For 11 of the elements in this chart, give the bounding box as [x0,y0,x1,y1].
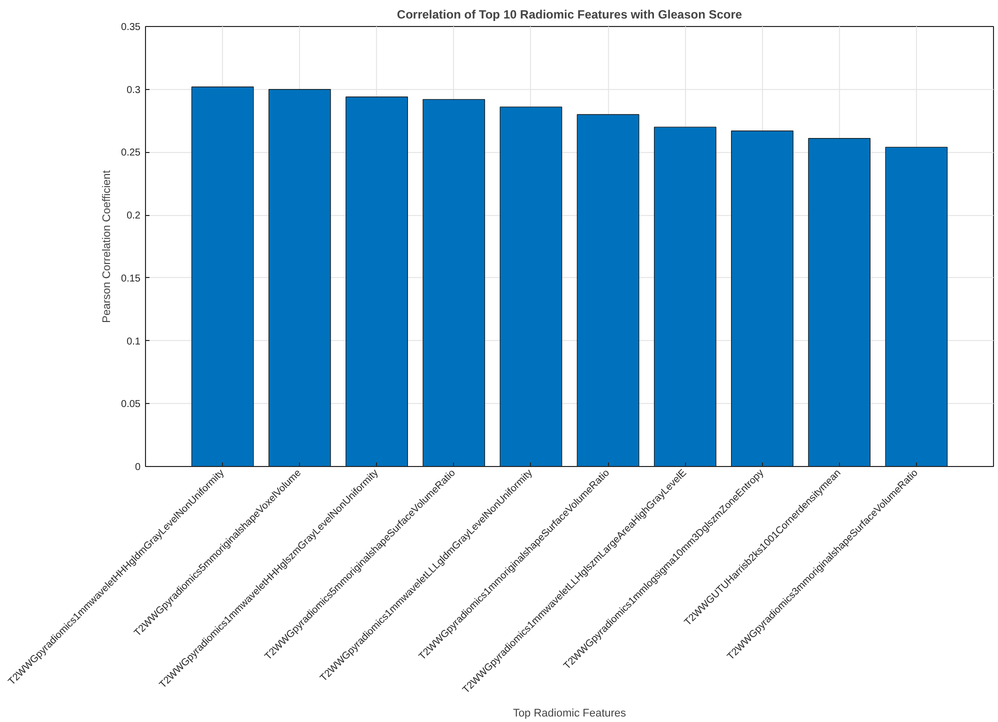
chart-title: Correlation of Top 10 Radiomic Features with Gleason Score [396,8,742,22]
y-tick-label: 0.2 [126,210,141,222]
y-tick-label: 0 [134,462,141,473]
y-tick-label: 0.25 [121,148,141,159]
x-axis-title: Top Radiomic Features [512,708,627,720]
y-tick-label: 0.3 [126,84,141,96]
y-tick-label: 0.1 [126,336,141,348]
y-tick-label: 0.05 [121,399,141,410]
y-axis-title: Pearson Correlation Coefficient [101,170,114,323]
y-tick-label: 0.15 [121,273,141,284]
y-tick-label: 0.35 [121,22,141,33]
